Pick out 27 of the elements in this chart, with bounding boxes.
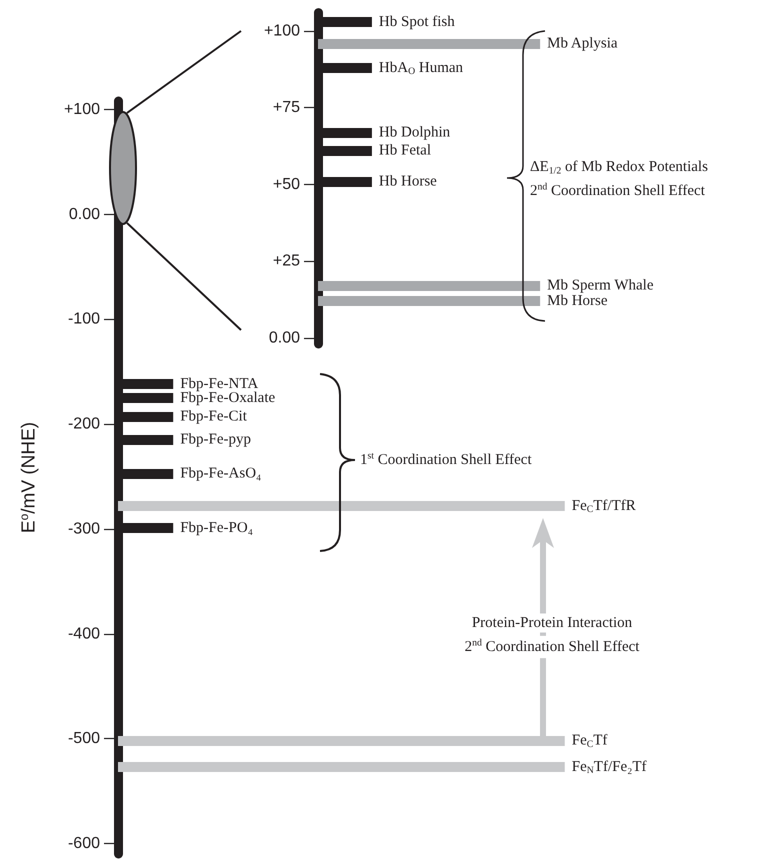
y-tick-label: +25 bbox=[272, 252, 300, 270]
y-tick-label: 0.00 bbox=[268, 329, 300, 346]
ref-line-label: Hb Dolphin bbox=[378, 124, 451, 140]
ref-line-label: Hb Spot fish bbox=[378, 14, 456, 30]
ref-line-label: Fbp-Fe-pyp bbox=[180, 432, 252, 448]
y-axis-title: Eo/mV (NHE) bbox=[17, 422, 40, 534]
ref-line-label: Fbp-Fe-Cit bbox=[180, 408, 248, 425]
y-tick-label: +100 bbox=[64, 100, 100, 118]
annotation: Protein-Protein Interaction bbox=[472, 615, 633, 631]
ref-line-label: Hb Horse bbox=[378, 173, 438, 190]
ref-line-label: Fbp-Fe-PO₄ bbox=[180, 520, 253, 536]
y-tick-label: -200 bbox=[68, 416, 100, 433]
y-tick-label: -600 bbox=[68, 835, 100, 852]
y-tick-label: -500 bbox=[68, 730, 100, 748]
ref-line-label: Fbp-Fe-NTA bbox=[180, 376, 258, 392]
y-tick-label: +50 bbox=[272, 176, 300, 193]
ref-line-label: Mb Aplysia bbox=[547, 35, 618, 52]
ref-line-label: Hb Fetal bbox=[378, 142, 432, 159]
ref-line-label: Mb Horse bbox=[547, 293, 608, 310]
ref-line-label: Mb Sperm Whale bbox=[547, 278, 654, 294]
ref-line-label: Fbp-Fe-AsO₄ bbox=[180, 465, 262, 482]
y-tick-label: -300 bbox=[68, 520, 100, 538]
y-tick-label: -400 bbox=[68, 625, 100, 642]
y-tick-label: +100 bbox=[264, 22, 300, 40]
y-tick-label: 0.00 bbox=[68, 206, 100, 223]
y-tick-label: -100 bbox=[68, 310, 100, 328]
y-tick-label: +75 bbox=[272, 99, 300, 116]
